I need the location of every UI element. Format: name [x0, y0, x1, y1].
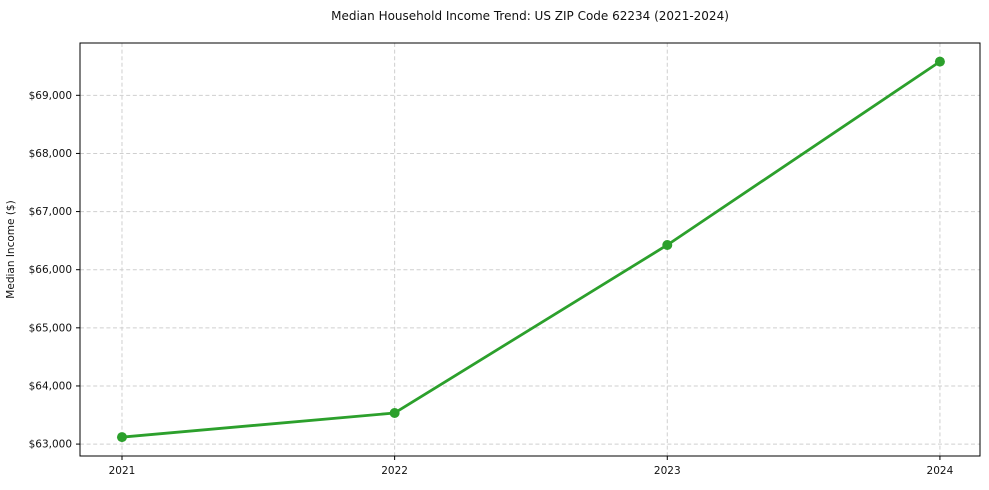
plot-border — [79, 42, 981, 457]
x-tick-label: 2023 — [654, 465, 681, 477]
y-tick-label: $66,000 — [29, 264, 72, 276]
y-tick-label: $64,000 — [29, 380, 72, 392]
x-tick-label: 2022 — [381, 465, 408, 477]
plot-background — [80, 43, 980, 456]
y-tick-label: $65,000 — [29, 322, 72, 334]
data-point-marker — [389, 407, 400, 418]
y-tick-label: $68,000 — [29, 148, 72, 160]
data-point-marker — [934, 56, 945, 67]
x-tick-label: 2021 — [109, 465, 136, 477]
chart-render-root: $63,000 $64,000 $65,000 $66,000 $67,000 $68,0… — [29, 42, 981, 477]
chart-title: Median Household Income Trend: US ZIP Co… — [331, 9, 729, 23]
data-point-marker — [662, 239, 673, 250]
data-line — [120, 60, 942, 439]
y-axis-label: Median Income ($) — [5, 200, 17, 298]
y-tick-label: $67,000 — [29, 206, 72, 218]
y-tick-label: $63,000 — [29, 439, 72, 451]
data-point-marker — [116, 432, 127, 443]
y-tick-label: $69,000 — [29, 90, 72, 102]
x-tick-label: 2024 — [927, 465, 954, 477]
